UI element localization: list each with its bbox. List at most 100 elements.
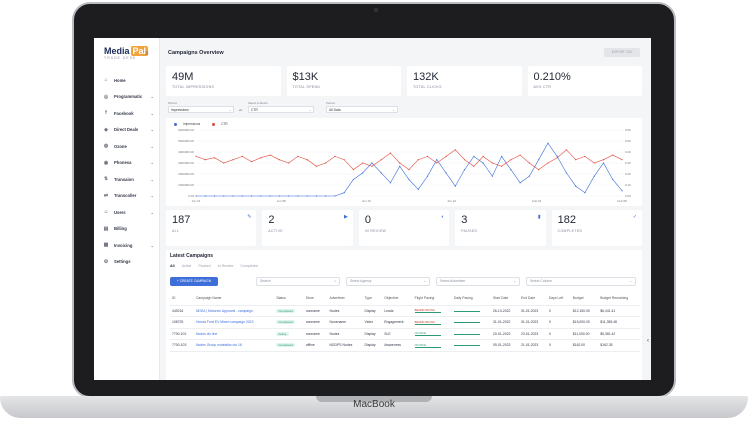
sidebar-item-home[interactable]: ⌂ Home — [94, 72, 160, 89]
data-point — [473, 155, 475, 157]
table-cell: 7700-102 — [170, 328, 194, 340]
logo[interactable]: Media Pal TRADE DESK — [104, 46, 149, 60]
search-placeholder: Search — [260, 279, 271, 283]
advertiser-select[interactable]: Select Advertiser ⌄ — [436, 277, 520, 286]
sidebar-item-ozone[interactable]: ◍ Ozone ⌄ — [94, 138, 160, 155]
data-point — [621, 190, 623, 192]
sidebar-item-programmatic[interactable]: ◎ Programmatic ⌄ — [94, 89, 160, 106]
range-select[interactable]: All Data ⌄ — [326, 106, 398, 113]
table-row[interactable]: 108725 Honda Ford EV Mixed campaign 2023 C… — [170, 316, 640, 329]
column-header[interactable]: Objective — [382, 292, 413, 306]
sidebar-item-direct-deals[interactable]: ◈ Direct Deals ⌄ — [94, 122, 160, 139]
data-point — [575, 185, 577, 187]
data-point — [260, 195, 262, 197]
agency-select[interactable]: Select Agency ⌄ — [346, 277, 430, 286]
data-point — [223, 195, 225, 197]
status-card-completed[interactable]: 182 COMPLETED ✓ — [551, 210, 643, 246]
users-icon: ☺ — [103, 209, 109, 216]
data-point — [436, 159, 438, 161]
column-header[interactable]: Daily Pacing — [451, 292, 492, 306]
table-cell: $12,150.00 — [570, 305, 599, 317]
tab-completed[interactable]: Completed — [240, 264, 258, 268]
legend-item[interactable]: Impressions — [174, 122, 206, 126]
table-row[interactable]: 7700-102 Nodes ctv line Active nonname Nodes… — [170, 328, 640, 340]
status-card-active[interactable]: 2 ACTIVE ▶ — [262, 210, 353, 246]
data-point — [278, 195, 280, 197]
data-point — [463, 159, 466, 161]
column-header[interactable]: Type — [362, 292, 383, 306]
compare-select[interactable]: CTR ⌄ — [248, 106, 314, 113]
sidebar-item-invoicing[interactable]: ▦ Invoicing ⌄ — [94, 237, 160, 254]
table-cell: Engagement — [382, 316, 413, 329]
column-header[interactable]: Flight Pacing — [412, 292, 452, 306]
count-value: 187 — [172, 214, 191, 226]
search-input[interactable]: Search ⌕ — [256, 277, 340, 286]
status-card-in-review[interactable]: 0 IN REVIEW ◐ — [358, 210, 450, 246]
table-cell: 31-01-2023 — [518, 316, 547, 329]
status-card-paused[interactable]: 3 PAUSED ▮ — [455, 210, 546, 246]
table-cell — [451, 339, 492, 352]
table-row[interactable]: 7700-103 Nodes Group nodetalks cto 16 Comp… — [170, 339, 640, 352]
column-header[interactable]: Start Date — [491, 292, 519, 306]
table-cell[interactable]: Honda Ford EV Mixed campaign 2023 — [193, 316, 275, 329]
table-cell: $162.35 — [598, 339, 640, 352]
sidebar-item-transaion[interactable]: ⇅ Transaion ⌄ — [94, 171, 160, 188]
column-select[interactable]: Select Column ⌄ — [526, 277, 636, 286]
column-header[interactable]: Budget Remaining — [598, 292, 640, 306]
metric-select[interactable]: Impressions ⌄ — [168, 106, 234, 113]
tab-all[interactable]: All — [170, 264, 175, 268]
x-tick-label: Feb 01 — [532, 199, 542, 203]
table-header: ID Campaign Name Status Store Advertiser Type… — [170, 292, 640, 306]
column-header[interactable]: Advertiser — [327, 292, 363, 306]
latest-title: Latest Campaigns — [170, 253, 214, 259]
gear-icon: ⚙ — [103, 258, 109, 265]
table-cell: $11,355.48 — [598, 316, 640, 329]
table-cell: Display — [362, 328, 383, 340]
count-value: 3 — [461, 214, 468, 226]
menu-icon[interactable]: ≡ — [145, 51, 149, 57]
data-point — [204, 195, 206, 197]
tab-paused[interactable]: Paused — [198, 264, 211, 268]
sidebar-item-settings[interactable]: ⚙ Settings — [94, 254, 160, 271]
tab-active[interactable]: Active — [181, 264, 192, 268]
chart-svg: 6000000.00 0.60 5000000.00 0.50 4000000.00 0.… — [178, 128, 631, 203]
sidebar-item-label: Invoicing — [114, 242, 133, 248]
column-header[interactable]: Campaign Name — [193, 292, 275, 306]
sidebar-item-transcoller[interactable]: ⇄ Transcoller ⌄ — [94, 188, 160, 205]
data-point — [510, 159, 512, 161]
column-header[interactable]: End Date — [518, 292, 547, 306]
data-point — [519, 154, 521, 156]
table-cell[interactable]: NDEA | Motorsin Approval - campaign — [193, 305, 275, 317]
table-cell: $162.00 — [570, 339, 599, 352]
chevron-left-icon[interactable]: ‹ — [647, 338, 649, 344]
y-tick-label: 2000000.00 — [178, 172, 194, 176]
data-point — [575, 159, 577, 161]
column-header[interactable]: Status — [274, 292, 304, 306]
table-cell[interactable]: Nodes ctv line — [193, 328, 275, 340]
legend-item[interactable]: CTR — [212, 122, 234, 126]
data-point — [417, 188, 419, 190]
sidebar-item-facebook[interactable]: f Facebook ⌄ — [94, 105, 160, 122]
table-row[interactable]: 449216 NDEA | Motorsin Approval - campaig… — [170, 305, 640, 317]
column-header[interactable]: Budget — [570, 292, 599, 306]
stat-value: 49M — [172, 71, 194, 83]
table-cell[interactable]: Nodes Group nodetalks cto 16 — [193, 339, 275, 352]
export-csv-button[interactable]: EXPORT CSV — [604, 48, 640, 57]
check-icon: ✓ — [632, 214, 638, 220]
data-point — [621, 159, 623, 161]
daily-pacing-bar — [453, 343, 480, 347]
column-header[interactable]: Days Left — [546, 292, 571, 306]
stat-value: 0.210% — [533, 71, 571, 83]
column-header[interactable]: ID — [170, 292, 194, 306]
column-header[interactable]: Store — [303, 292, 328, 306]
tab-in-review[interactable]: In Review — [217, 264, 234, 268]
sidebar-item-users[interactable]: ☺ Users ⌄ — [94, 204, 160, 221]
data-point — [538, 159, 540, 161]
create-campaign-button[interactable]: + CREATE CAMPAIGN — [170, 277, 218, 286]
status-card-all[interactable]: 187 ALL ✎ — [166, 210, 257, 246]
campaign-tabs: All Active Paused In Review Completed — [170, 264, 265, 268]
column-placeholder: Select Column — [530, 279, 553, 283]
sidebar-item-billing[interactable]: ▤ Billing — [94, 221, 160, 238]
table-cell: 0 — [546, 339, 571, 352]
sidebar-item-phonexa[interactable]: ◉ Phonexa ⌄ — [94, 155, 160, 172]
